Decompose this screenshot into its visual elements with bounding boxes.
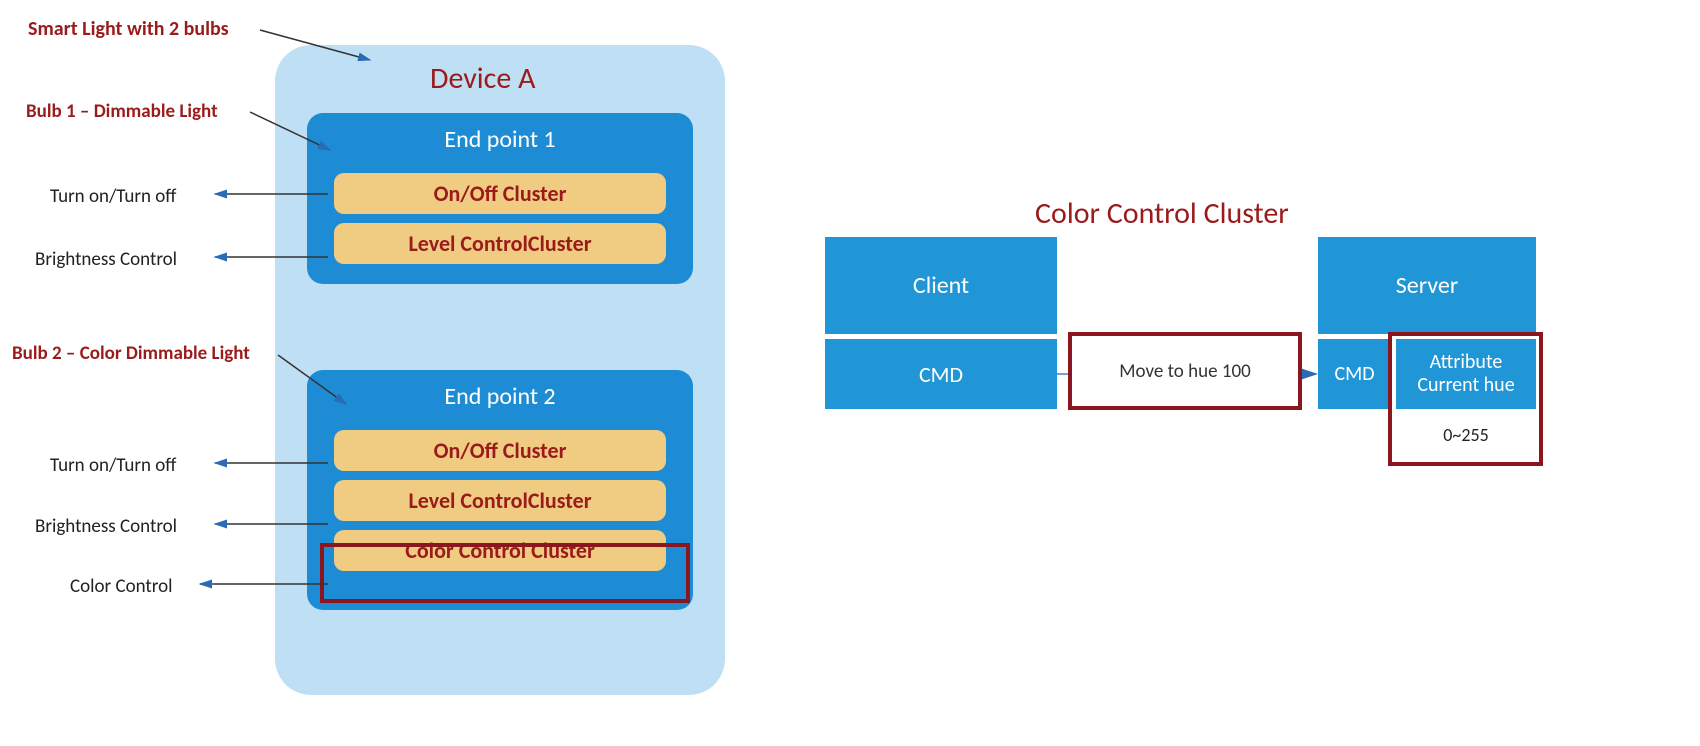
message-box: Move to hue 100 — [1068, 332, 1302, 410]
highlight-attribute — [1388, 332, 1543, 466]
